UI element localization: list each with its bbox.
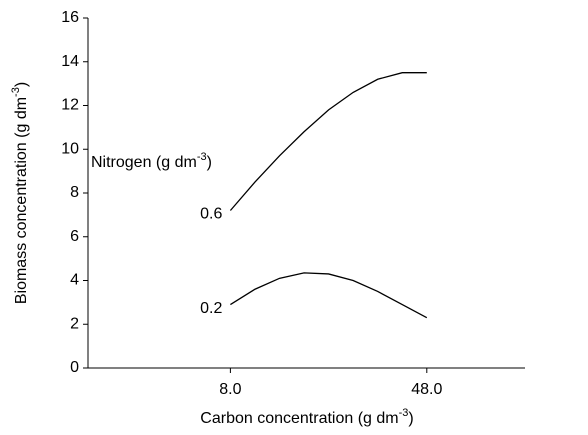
y-tick-label: 16 <box>61 9 79 26</box>
x-tick-label: 8.0 <box>219 381 241 398</box>
x-tick-label: 48.0 <box>411 381 442 398</box>
y-axis-label-text: Biomass concentration (g dm <box>13 97 30 304</box>
series-label: 0.6 <box>200 206 222 223</box>
annotation: Nitrogen (g dm-3) <box>91 151 212 171</box>
y-tick-label: 6 <box>70 228 79 245</box>
annotation-text: Nitrogen (g dm <box>91 154 197 171</box>
y-axis-label-sup: -3 <box>10 87 22 97</box>
y-tick-label: 10 <box>61 140 79 157</box>
y-tick-label: 14 <box>61 53 79 70</box>
y-tick-label: 8 <box>70 184 79 201</box>
y-tick-label: 2 <box>70 315 79 332</box>
y-axis-label-end: ) <box>13 82 30 87</box>
series-label: 0.2 <box>200 300 222 317</box>
series-line <box>230 272 428 319</box>
x-axis-label-text: Carbon concentration (g dm <box>200 410 398 427</box>
y-axis-label: Biomass concentration (g dm-3) <box>10 82 30 304</box>
y-tick-label: 0 <box>70 359 79 376</box>
x-axis-label-end: ) <box>408 410 413 427</box>
y-tick-label: 4 <box>70 272 79 289</box>
annotation-end: ) <box>207 154 212 171</box>
annotation-sup: -3 <box>197 151 207 163</box>
series-line <box>229 72 427 211</box>
x-axis-label: Carbon concentration (g dm-3) <box>200 407 413 427</box>
y-tick-label: 12 <box>61 97 79 114</box>
x-axis-label-sup: -3 <box>399 407 409 419</box>
